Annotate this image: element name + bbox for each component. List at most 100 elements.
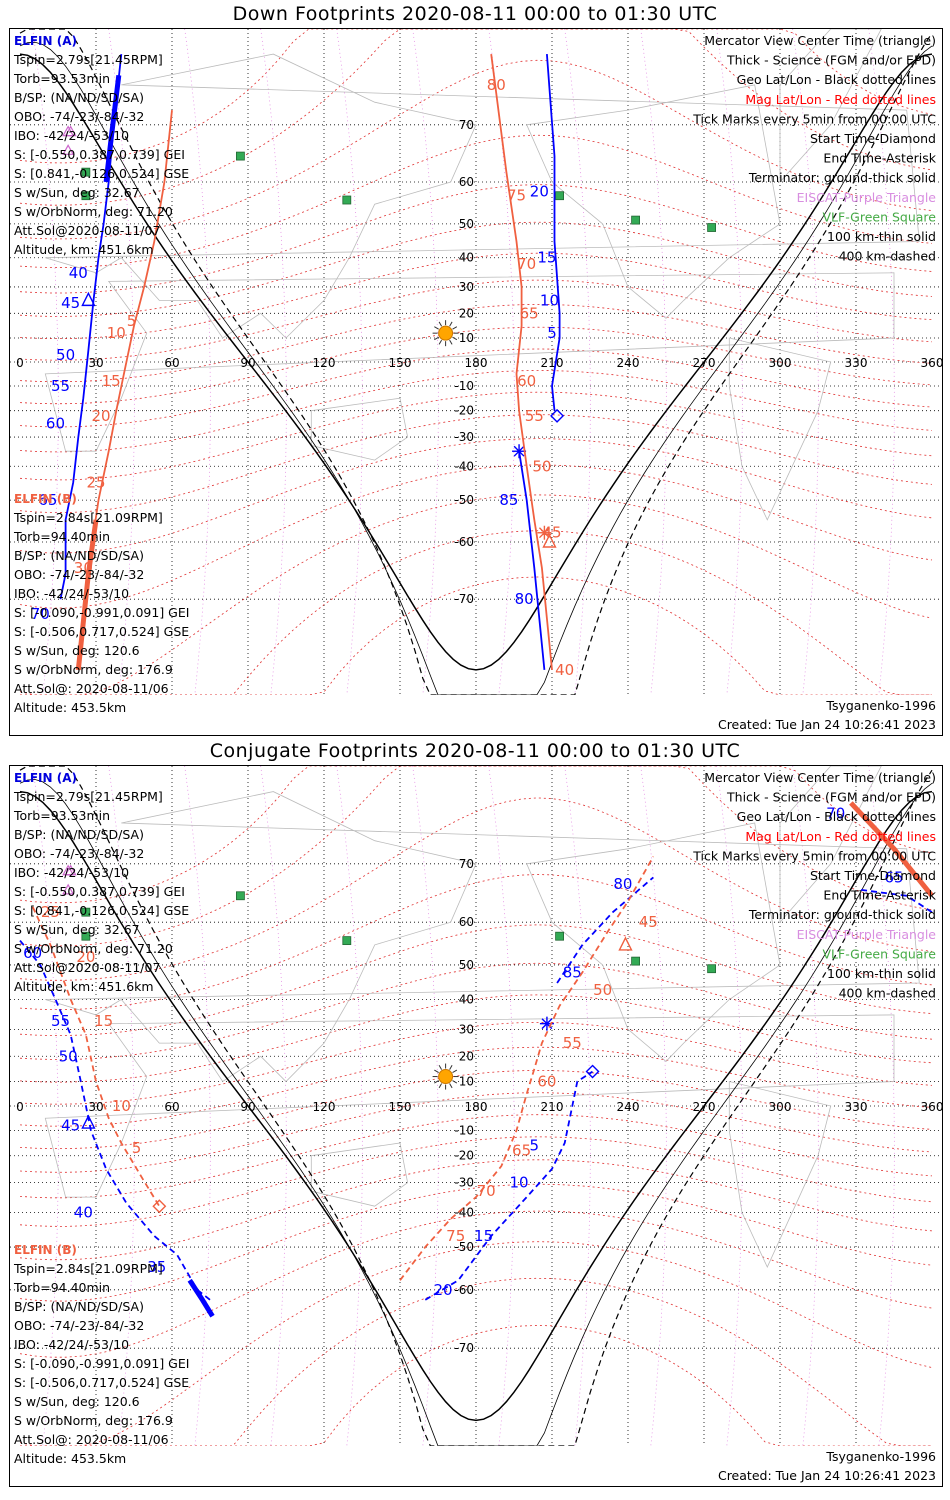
- continent-outline: [44, 1014, 895, 1198]
- lon-tick-label: 30: [88, 356, 103, 370]
- footprint-map-conjugate: 0 30 60 90 120 150 180 210 240 270 300 330 360 70 60 50…: [10, 766, 942, 1483]
- vlf-station-marker: [81, 191, 91, 201]
- elfin-a-info-line: B/SP: (NA/ND/SD/SA): [14, 827, 144, 842]
- elfin-a-tick-label: 40: [69, 264, 88, 282]
- elfin-b-tick-label: 50: [593, 981, 612, 999]
- lon-tick-label: 240: [617, 1100, 640, 1114]
- elfin-b-info: ELFIN (B) Tspin=2.84s[21.09RPM] Torb=94.40…: [13, 1243, 189, 1466]
- elfin-a-info-line: Tspin=2.79s[21.45RPM]: [13, 789, 163, 804]
- sun-ray: [434, 336, 439, 341]
- mag-latitude-line: [19, 1210, 933, 1358]
- elfin-b-info-line: Altitude: 453.5km: [14, 1451, 126, 1466]
- elfin-b-info-line: S w/OrbNorm, deg: 176.9: [14, 1413, 173, 1428]
- vlf-station-marker: [342, 195, 352, 205]
- sun-ray: [449, 321, 453, 327]
- elfin-a-start-diamond: [550, 408, 565, 423]
- elfin-b-info-line: OBO: -74/-23/-84/-32: [14, 567, 144, 582]
- elfin-b-info-line: S w/OrbNorm, deg: 176.9: [14, 662, 173, 677]
- model-label: Tsyganenko-1996: [825, 698, 936, 713]
- lat-tick-label: 30: [459, 280, 474, 294]
- vlf-station-marker: [631, 956, 640, 966]
- lon-tick-label: 0: [16, 356, 24, 370]
- elfin-b-info-line: S w/Sun, deg: 120.6: [14, 1394, 140, 1409]
- legend-entry: End Time-Asterisk: [823, 151, 936, 166]
- map-frame-conjugate: 0 30 60 90 120 150 180 210 240 270 300 330 360 70 60 50…: [9, 765, 943, 1487]
- elfin-a-tick-label: 45: [61, 294, 80, 312]
- elfin-a-info: ELFIN (A) Tspin=2.79s[21.45RPM] Torb=93.53…: [13, 34, 189, 257]
- elfin-a-info-line: Tspin=2.79s[21.45RPM]: [13, 52, 163, 67]
- lon-tick-label: 300: [769, 356, 792, 370]
- elfin-a-info-line: S w/Sun, deg: 32.67: [14, 922, 140, 937]
- elfin-b-footprint-line: [31, 906, 161, 1207]
- mag-latitude-line: [19, 962, 933, 1060]
- elfin-a-tick-label: 85: [563, 963, 582, 981]
- elfin-a-footprint-line: [860, 889, 933, 913]
- lon-tick-label: 270: [693, 356, 716, 370]
- elfin-a-center-triangle: [81, 1114, 96, 1129]
- elfin-a-tick-label: 70: [826, 804, 845, 822]
- elfin-b-info-line: IBO: -42/24/-53/10: [14, 586, 129, 601]
- elfin-b-info-line: S w/Sun, deg: 120.6: [14, 643, 140, 658]
- vlf-station-marker: [235, 151, 245, 161]
- legend-entry: Terminator: ground-thick solid: [748, 907, 936, 922]
- eiscat-marker: [62, 125, 75, 137]
- elfin-a-tick-label: 20: [530, 182, 549, 200]
- sun-ray: [438, 321, 443, 327]
- elfin-b-info-line: B/SP: (NA/ND/SD/SA): [14, 1299, 144, 1314]
- elfin-a-end-asterisk: [541, 1018, 553, 1030]
- elfin-a-tick-label: 60: [23, 944, 42, 962]
- mag-longitude-line: [260, 766, 287, 1446]
- lat-tick-label: 50: [459, 217, 474, 231]
- legend-entry: Geo Lat/Lon - Black dotted lines: [737, 72, 936, 87]
- elfin-a-science-segment: [187, 1278, 215, 1318]
- elfin-a-tick-label: 10: [510, 1174, 529, 1192]
- elfin-b-info-line: Torb=94.40min: [13, 529, 110, 544]
- created-timestamp: Created: Tue Jan 24 10:26:41 2023: [718, 717, 936, 732]
- elfin-b-tick-label: 65: [512, 1142, 531, 1160]
- vlf-station-marker: [81, 907, 91, 917]
- elfin-a-tick-label: 35: [147, 1258, 166, 1276]
- map-area: 0 30 60 90 120 150 180 210 240 270 300 330 360 70 60 50…: [10, 29, 942, 695]
- elfin-a-tick-label: 5: [529, 1136, 539, 1154]
- mag-latitude-line: [19, 924, 933, 1036]
- lat-tick-label: -20: [454, 1149, 474, 1163]
- elfin-a-info-line: Altitude, km: 451.6km: [14, 242, 154, 257]
- mag-latitude-line: [19, 994, 933, 1083]
- elfin-a-info-line: S: [0.841,-0.126,0.524] GSE: [14, 166, 189, 181]
- elfin-a-footprint-line: [424, 1070, 593, 1301]
- lat-tick-label: -10: [454, 1123, 474, 1137]
- lon-tick-label: 210: [541, 356, 564, 370]
- lat-tick-label: -30: [454, 430, 474, 444]
- sun-ray: [449, 339, 453, 345]
- vlf-station-marker: [555, 931, 564, 941]
- sun-ray: [434, 326, 439, 330]
- lon-tick-label: 330: [845, 356, 868, 370]
- elfin-b-info-line: Torb=94.40min: [13, 1280, 110, 1295]
- lat-tick-label: 60: [459, 915, 474, 929]
- eiscat-marker: [62, 144, 75, 155]
- elfin-a-tick-label: 40: [74, 1203, 93, 1221]
- elfin-a-info-line: Att.Sol@2020-08-11/07: [14, 223, 160, 238]
- mag-latitude-line: [19, 391, 933, 481]
- lon-tick-label: 330: [845, 1100, 868, 1114]
- elfin-b-info: ELFIN (B) Tspin=2.84s[21.09RPM] Torb=94.40…: [13, 492, 189, 715]
- lat-tick-label: 10: [459, 1075, 474, 1089]
- elfin-b-info-header: ELFIN (B): [14, 1243, 77, 1257]
- legend-entry: Geo Lat/Lon - Black dotted lines: [737, 809, 936, 824]
- elfin-a-tick-label: 55: [51, 1012, 70, 1030]
- lat-tick-label: -50: [454, 1240, 474, 1254]
- sun-icon: [438, 325, 454, 341]
- elfin-a-tick-label: 10: [540, 291, 559, 309]
- elfin-b-tick-label: 45: [639, 913, 658, 931]
- elfin-b-footprint-line: [490, 53, 553, 670]
- mag-longitude-line: [184, 766, 211, 1446]
- sun-ray: [452, 336, 458, 341]
- mag-latitude-line: [19, 184, 933, 294]
- lon-tick-label: 90: [240, 356, 255, 370]
- mag-longitude-line: [336, 766, 363, 1446]
- lat-tick-label: 70: [459, 118, 474, 132]
- continent-outline: [779, 29, 882, 184]
- lon-tick-label: 180: [465, 1100, 488, 1114]
- elfin-a-tick-label: 80: [515, 590, 534, 608]
- legend-entry: 100 km-thin solid: [827, 966, 936, 981]
